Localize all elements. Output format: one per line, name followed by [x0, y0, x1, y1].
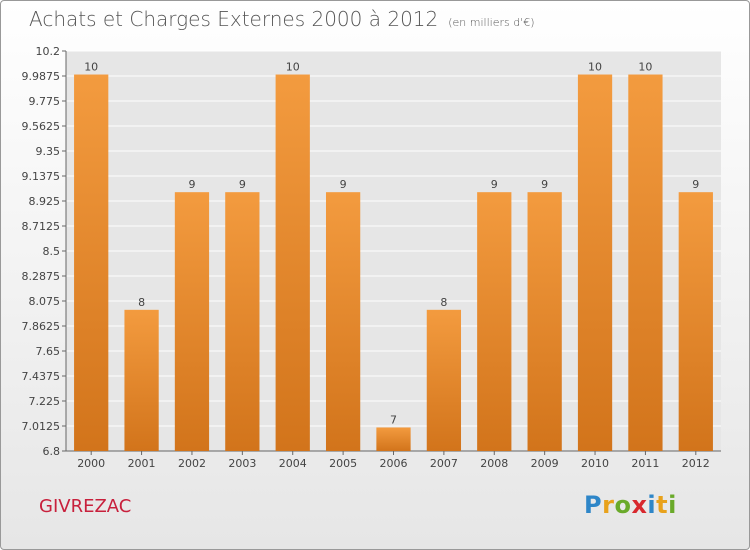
bar [325, 192, 361, 452]
y-tick-label: 7.65 [36, 345, 61, 358]
logo-letter: t [656, 491, 669, 519]
logo-letter: x [631, 491, 648, 519]
y-tick-label: 9.1375 [22, 170, 61, 183]
proxiti-logo: Proxiti [584, 491, 677, 519]
bar [275, 74, 310, 451]
y-tick-label: 7.8625 [22, 320, 61, 333]
x-tick-label: 2006 [380, 457, 408, 470]
logo-letter: r [602, 491, 615, 519]
data-label: 9 [541, 178, 548, 191]
data-label: 10 [638, 61, 652, 74]
commune-name: GIVREZAC [39, 496, 132, 517]
data-label: 9 [188, 178, 195, 191]
x-tick-label: 2008 [480, 457, 508, 470]
chart-subtitle: (en milliers d'€) [448, 16, 535, 29]
x-tick-label: 2004 [279, 457, 307, 470]
logo-letter: o [614, 491, 632, 519]
data-label: 10 [588, 61, 602, 74]
y-tick-label: 8.2875 [22, 270, 61, 283]
x-tick-label: 2005 [329, 457, 357, 470]
logo-letter: P [584, 491, 603, 519]
chart-title-text: Achats et Charges Externes 2000 à 2012 [29, 7, 439, 31]
bar [628, 74, 663, 451]
bar [527, 192, 562, 452]
y-tick-label: 7.4375 [22, 370, 61, 383]
bar [577, 74, 613, 451]
bar [174, 192, 210, 452]
logo-letter: i [647, 491, 657, 519]
bar [225, 192, 260, 452]
data-label: 9 [491, 178, 498, 191]
data-label: 10 [286, 61, 300, 74]
data-label: 8 [440, 296, 447, 309]
logo-letter: i [668, 491, 677, 519]
y-tick-label: 9.9875 [22, 70, 61, 83]
x-tick-label: 2012 [682, 457, 710, 470]
bar [477, 192, 512, 452]
y-tick-label: 9.775 [29, 95, 61, 108]
bar [124, 309, 159, 451]
x-tick-label: 2009 [531, 457, 559, 470]
bar [426, 309, 462, 451]
x-tick-label: 2001 [128, 457, 156, 470]
y-tick-label: 7.225 [29, 395, 61, 408]
x-tick-label: 2003 [228, 457, 256, 470]
x-tick-label: 2000 [77, 457, 105, 470]
y-tick-label: 8.5 [43, 245, 61, 258]
x-tick-label: 2010 [581, 457, 609, 470]
x-tick-label: 2011 [631, 457, 659, 470]
data-label: 7 [390, 413, 397, 426]
y-tick-label: 6.8 [43, 445, 61, 458]
data-label: 9 [239, 178, 246, 191]
bar [678, 192, 713, 452]
y-tick-label: 10.2 [36, 45, 61, 58]
bar [74, 74, 109, 451]
x-tick-label: 2002 [178, 457, 206, 470]
x-tick-label: 2007 [430, 457, 458, 470]
data-label: 9 [340, 178, 347, 191]
data-label: 10 [84, 61, 98, 74]
data-label: 9 [692, 178, 699, 191]
y-tick-label: 8.925 [29, 195, 61, 208]
y-tick-label: 7.0125 [22, 420, 61, 433]
data-label: 8 [138, 296, 145, 309]
y-tick-label: 8.7125 [22, 220, 61, 233]
y-tick-label: 8.075 [29, 295, 61, 308]
y-tick-label: 9.35 [36, 145, 61, 158]
chart-title: Achats et Charges Externes 2000 à 2012 (e… [29, 7, 535, 31]
bar [376, 427, 411, 451]
y-tick-label: 9.5625 [22, 120, 61, 133]
